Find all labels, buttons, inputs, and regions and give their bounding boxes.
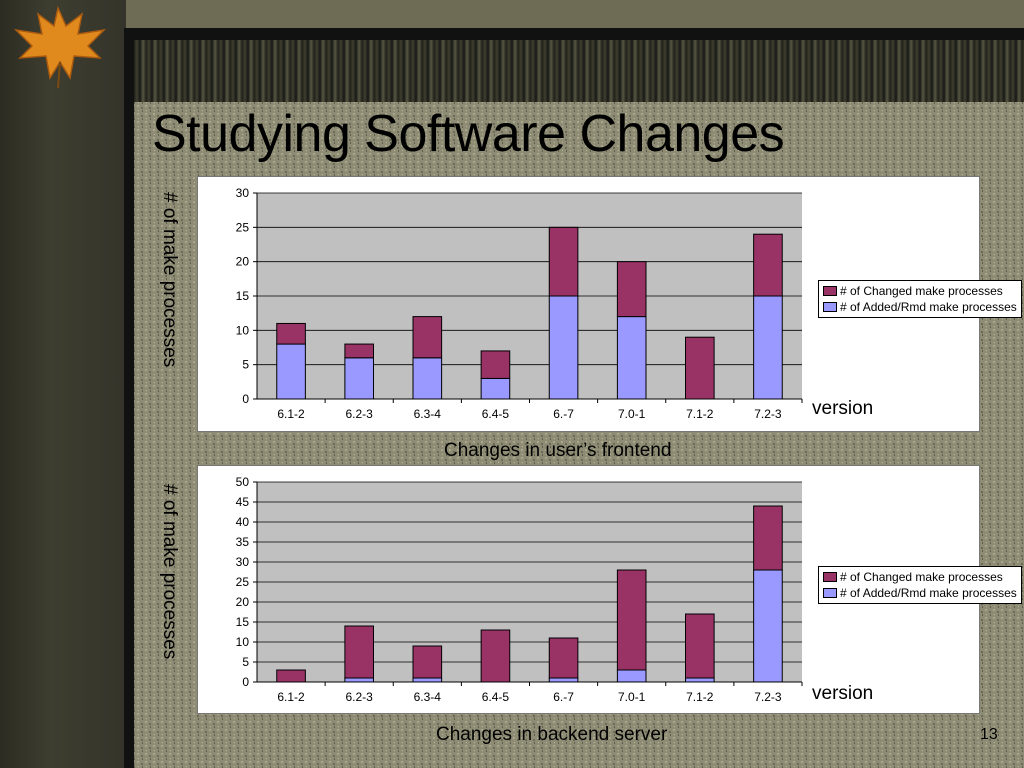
y-tick-label: 10 <box>236 635 250 649</box>
bar-changed-7.1-2 <box>685 336 715 400</box>
x-tick-label: 6.-7 <box>553 407 574 421</box>
legend-swatch-changed <box>823 572 837 582</box>
x-tick-label: 6.3-4 <box>414 690 442 704</box>
bar-changed-7.0-1 <box>616 569 647 671</box>
bar-changed-7.2-3 <box>753 233 783 297</box>
bar-changed-6.-7 <box>548 637 579 679</box>
y-tick-label: 5 <box>242 655 249 669</box>
top-border-strip <box>0 0 1024 30</box>
page-number: 13 <box>980 726 998 743</box>
legend-label-added: # of Added/Rmd make processes <box>840 300 1017 314</box>
chart-2-version-label: version <box>812 683 874 704</box>
legend-item-added: # of Added/Rmd make processes <box>823 299 1017 315</box>
bar-added-6.2-3 <box>344 357 374 400</box>
bar-added-6.2-3 <box>344 677 374 683</box>
x-tick-label: 6.1-2 <box>277 690 305 704</box>
legend-label-changed: # of Changed make processes <box>840 284 1003 298</box>
bar-added-7.2-3 <box>753 295 783 400</box>
legend-item-changed: # of Changed make processes <box>823 569 1017 585</box>
bar-changed-6.2-3 <box>344 625 374 679</box>
bar-changed-6.-7 <box>548 226 579 297</box>
y-tick-label: 20 <box>236 255 250 269</box>
chart-2-legend: # of Changed make processes # of Added/R… <box>818 566 1022 604</box>
chart-1-legend: # of Changed make processes # of Added/R… <box>818 280 1022 318</box>
y-tick-label: 0 <box>242 392 249 406</box>
x-tick-label: 7.1-2 <box>686 690 714 704</box>
chart-1-version-label: version <box>812 398 874 419</box>
bar-changed-7.2-3 <box>753 505 783 571</box>
x-tick-label: 6.4-5 <box>482 690 510 704</box>
chart-2-frame: 0 5 10 15 20 25 30 35 40 45 50 6.1-2 6.2-3 6.3-4 6.4-5… <box>197 465 980 714</box>
chart-2-caption: Changes in backend server <box>436 724 668 745</box>
bar-added-6.3-4 <box>412 357 443 400</box>
y-tick-label: 20 <box>236 595 250 609</box>
y-tick-label: 30 <box>236 555 250 569</box>
chart-2-plot: 0 5 10 15 20 25 30 35 40 45 50 6.1-2 6.2-3 6.3-4 6.4-5… <box>236 475 803 704</box>
y-tick-label: 45 <box>236 495 250 509</box>
x-tick-label: 7.1-2 <box>686 407 714 421</box>
legend-label-added: # of Added/Rmd make processes <box>840 586 1017 600</box>
chart-1-ylabel: # of make processes <box>159 192 180 368</box>
slide-left-edge <box>124 28 134 768</box>
bar-added-6.4-5 <box>480 377 511 400</box>
x-tick-label: 6.2-3 <box>346 407 374 421</box>
slide-title: Studying Software Changes <box>152 105 785 163</box>
legend-swatch-added <box>823 302 837 312</box>
bar-changed-6.2-3 <box>344 343 374 359</box>
maple-leaf-icon <box>13 5 107 89</box>
bar-changed-6.4-5 <box>480 629 511 683</box>
bar-added-6.3-4 <box>412 677 443 683</box>
slide-top-edge <box>124 28 1024 40</box>
x-tick-label: 6.4-5 <box>482 407 510 421</box>
bar-added-7.0-1 <box>616 669 647 683</box>
x-tick-label: 7.0-1 <box>618 407 646 421</box>
x-tick-label: 7.2-3 <box>754 690 782 704</box>
x-tick-label: 6.1-2 <box>277 407 305 421</box>
y-tick-label: 25 <box>236 575 250 589</box>
y-tick-label: 30 <box>236 186 250 200</box>
chart-1-plot: 0 5 10 15 20 25 30 6.1-2 6.2-3 6.3-4 6.4-5 6.-7 7.0-… <box>236 186 803 421</box>
y-tick-label: 15 <box>236 615 250 629</box>
y-tick-label: 15 <box>236 289 250 303</box>
y-tick-label: 5 <box>242 358 249 372</box>
bar-added-6.1-2 <box>276 343 306 400</box>
x-tick-label: 7.0-1 <box>618 690 646 704</box>
bar-added-6.-7 <box>548 295 579 400</box>
x-tick-label: 7.2-3 <box>754 407 782 421</box>
bar-changed-6.1-2 <box>276 669 306 683</box>
y-tick-label: 25 <box>236 220 250 234</box>
legend-item-added: # of Added/Rmd make processes <box>823 585 1017 601</box>
x-tick-label: 6.-7 <box>553 690 574 704</box>
x-tick-label: 6.2-3 <box>346 690 374 704</box>
legend-label-changed: # of Changed make processes <box>840 570 1003 584</box>
y-tick-label: 35 <box>236 535 250 549</box>
bar-added-6.-7 <box>548 677 579 683</box>
y-tick-label: 40 <box>236 515 250 529</box>
bar-changed-6.1-2 <box>276 322 306 345</box>
chart-2-ylabel: # of make processes <box>159 484 180 660</box>
bar-changed-6.3-4 <box>412 316 443 359</box>
y-tick-label: 10 <box>236 323 250 337</box>
title-decor-band <box>134 40 1024 102</box>
y-tick-label: 50 <box>236 475 250 489</box>
legend-swatch-added <box>823 588 837 598</box>
bar-added-7.1-2 <box>685 677 715 683</box>
legend-swatch-changed <box>823 286 837 296</box>
left-border-strip <box>0 0 126 768</box>
y-tick-label: 0 <box>242 675 249 689</box>
bar-changed-7.0-1 <box>616 261 647 318</box>
x-tick-label: 6.3-4 <box>414 407 442 421</box>
bar-added-7.0-1 <box>616 316 647 400</box>
chart-1-caption: Changes in user’s frontend <box>444 440 672 461</box>
bar-changed-6.3-4 <box>412 645 443 679</box>
legend-item-changed: # of Changed make processes <box>823 283 1017 299</box>
bar-changed-6.4-5 <box>480 350 511 379</box>
bar-added-7.2-3 <box>753 569 783 683</box>
bar-changed-7.1-2 <box>685 613 715 679</box>
